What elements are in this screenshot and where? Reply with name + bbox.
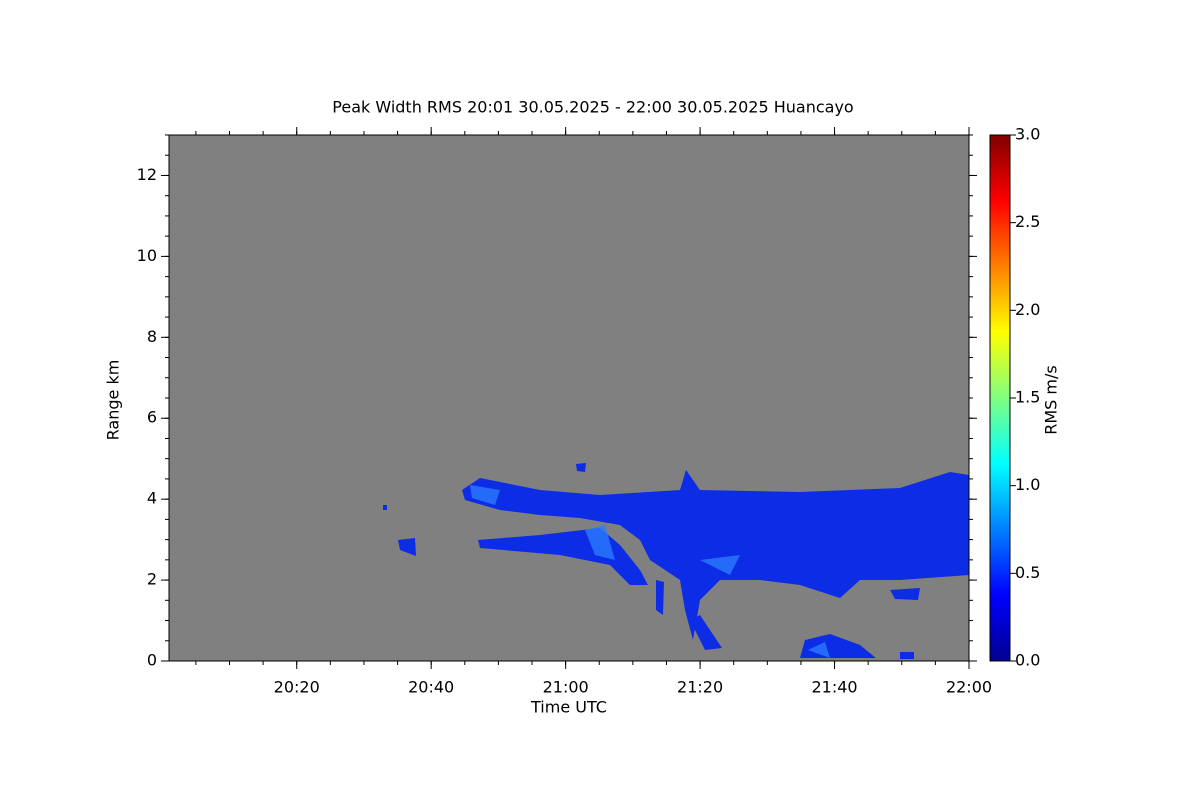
y-tick-label: 4 xyxy=(147,489,157,508)
colorbar-label: RMS m/s xyxy=(1042,365,1061,434)
colorbar-tick-label: 2.0 xyxy=(1015,300,1040,319)
y-tick-label: 12 xyxy=(137,165,157,184)
x-tick-label: 20:40 xyxy=(408,678,454,697)
colorbar-tick-label: 3.0 xyxy=(1015,125,1040,144)
colorbar-tick-label: 1.5 xyxy=(1015,388,1040,407)
y-tick-label: 2 xyxy=(147,570,157,589)
echo-highlights xyxy=(470,485,830,658)
y-tick-label: 10 xyxy=(137,246,157,265)
x-tick-label: 21:40 xyxy=(811,678,857,697)
x-tick-label: 22:00 xyxy=(946,678,992,697)
y-tick-label: 6 xyxy=(147,408,157,427)
y-tick-label: 8 xyxy=(147,327,157,346)
colorbar-tick-label: 1.0 xyxy=(1015,475,1040,494)
colorbar-tick-label: 2.5 xyxy=(1015,212,1040,231)
colorbar xyxy=(989,134,1011,662)
x-tick-label: 21:00 xyxy=(543,678,589,697)
colorbar-tick-label: 0.0 xyxy=(1015,651,1040,670)
x-tick-label: 20:20 xyxy=(274,678,320,697)
x-axis-label: Time UTC xyxy=(530,698,607,717)
colorbar-tick-label: 0.5 xyxy=(1015,563,1040,582)
y-tick-label: 0 xyxy=(147,651,157,670)
y-axis-label: Range km xyxy=(104,360,123,441)
chart-title: Peak Width RMS 20:01 30.05.2025 - 22:00 … xyxy=(332,98,853,117)
x-tick-label: 21:20 xyxy=(677,678,723,697)
